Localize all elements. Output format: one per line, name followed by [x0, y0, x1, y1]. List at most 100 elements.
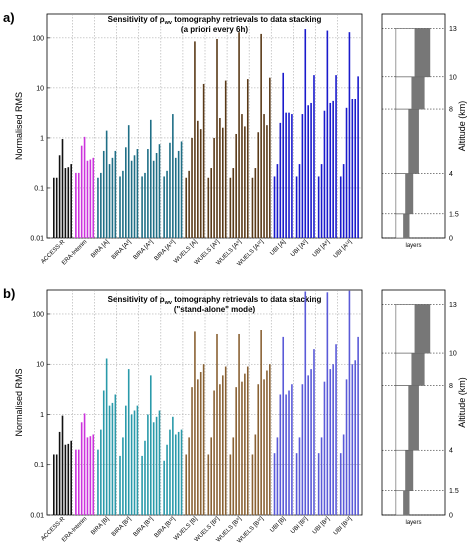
bar	[224, 80, 227, 238]
bar	[357, 76, 359, 239]
bar	[144, 172, 146, 238]
bar	[279, 122, 282, 238]
bar	[64, 168, 67, 238]
bar	[288, 112, 290, 238]
bar	[348, 32, 351, 239]
bar	[102, 150, 105, 238]
bar	[75, 449, 77, 515]
y-tick-label: 100	[32, 35, 44, 42]
bar	[136, 149, 139, 238]
category-label: BIRA [B⁶]	[132, 515, 155, 538]
altitude-tick-label: 1.5	[449, 211, 459, 218]
bar	[207, 454, 210, 515]
bar	[288, 390, 290, 515]
bar	[326, 292, 329, 515]
bar	[301, 114, 304, 238]
layer-fill	[411, 76, 425, 110]
bar	[163, 176, 165, 238]
bar	[130, 414, 133, 515]
altitude-tick-label: 13	[449, 26, 457, 33]
bar	[238, 32, 240, 239]
bar	[246, 366, 249, 515]
bar	[345, 379, 348, 515]
altitude-tick-label: 10	[449, 74, 457, 81]
bar	[279, 394, 282, 515]
bar	[67, 443, 70, 515]
bar	[216, 333, 218, 515]
bar	[246, 79, 249, 239]
bar	[307, 105, 309, 238]
bar	[210, 168, 212, 238]
bar	[238, 333, 240, 515]
bar	[235, 387, 237, 515]
bar	[202, 364, 205, 515]
altitude-tick-label: 0	[449, 236, 453, 243]
bar	[354, 99, 357, 239]
bar	[339, 453, 342, 515]
bar	[199, 129, 202, 238]
bar	[304, 29, 307, 239]
bar	[232, 437, 235, 515]
y-tick-label: 1	[40, 412, 44, 419]
panel-label: b)	[3, 286, 15, 301]
chart-title: Sensitivity of ρwv tomography retrievals…	[108, 15, 322, 26]
y-axis-label: Normalised RMS	[14, 92, 24, 160]
bar	[149, 119, 152, 238]
plot-frame	[46, 13, 363, 239]
bar	[89, 159, 92, 238]
bar	[152, 160, 155, 238]
bar	[295, 176, 298, 238]
bar	[53, 454, 55, 515]
bar	[58, 431, 61, 515]
y-tick-label: 10	[36, 362, 44, 369]
bar	[276, 437, 279, 515]
altitude-axis-label: Altitude (km)	[457, 377, 467, 428]
bar	[304, 291, 307, 515]
bar	[180, 141, 183, 238]
bar	[291, 384, 293, 515]
y-tick-label: 100	[32, 311, 44, 318]
bar	[329, 369, 332, 515]
bar	[166, 444, 168, 515]
chart-title: Sensitivity of ρwv tomography retrievals…	[108, 295, 322, 306]
bar	[191, 137, 193, 238]
category-label: BIRA [B]	[90, 516, 111, 537]
bar	[269, 77, 271, 239]
bar	[199, 372, 202, 515]
bar	[111, 402, 114, 515]
category-label: UBI [B²]	[290, 516, 309, 535]
y-tick-label: 0.1	[34, 185, 44, 192]
bar	[130, 160, 133, 238]
bar	[241, 114, 243, 238]
bar	[273, 176, 276, 238]
bar	[92, 157, 95, 238]
layer-fill	[414, 28, 430, 77]
bar	[235, 133, 237, 238]
bar	[320, 164, 323, 238]
bar	[313, 75, 315, 239]
bar	[276, 164, 279, 238]
panel-label: a)	[3, 10, 15, 25]
category-label: BIRA [B²]	[111, 516, 133, 538]
bar	[213, 137, 215, 238]
bar	[75, 172, 77, 238]
bar	[317, 453, 320, 515]
bar	[177, 150, 180, 238]
bar	[285, 394, 287, 515]
plot-frame	[46, 289, 363, 516]
y-tick-label: 1	[40, 135, 44, 142]
bar	[111, 157, 114, 238]
altitude-tick-label: 10	[449, 351, 457, 358]
bar	[83, 413, 86, 515]
bar	[291, 114, 293, 238]
bar	[257, 384, 260, 515]
bar	[158, 144, 161, 238]
bar	[105, 130, 108, 238]
altitude-tick-label: 1.5	[449, 488, 459, 495]
bar	[229, 454, 232, 515]
bar	[172, 114, 174, 238]
bar	[301, 384, 304, 515]
layer-fill	[411, 353, 425, 386]
bar	[357, 336, 359, 515]
bar	[260, 33, 262, 239]
